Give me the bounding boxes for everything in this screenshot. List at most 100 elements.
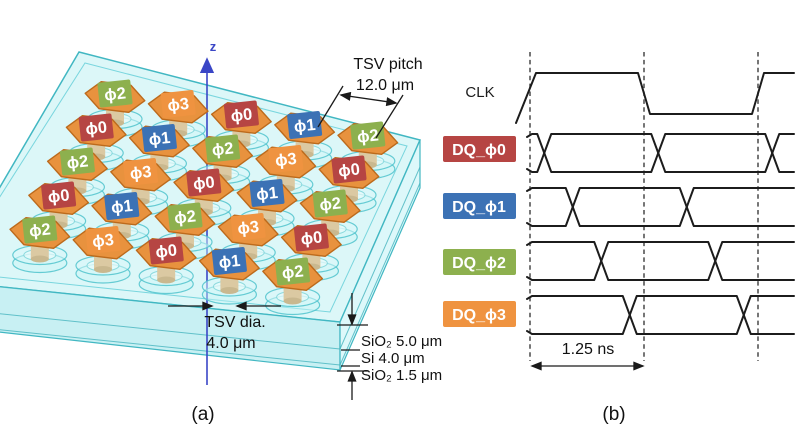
phase-label-badge (22, 215, 58, 244)
phase-label-badge (123, 158, 159, 186)
panel-b-timing-diagram: CLK DQ_ϕ0 DQ_ϕ1 DQ_ϕ2 DQ_ϕ3 1.25 ns (443, 52, 795, 425)
phase-label-text: ϕ0 (47, 186, 70, 206)
tsv-cell: ϕ0 (135, 236, 197, 295)
dq-waveform-2-rail-b (526, 241, 795, 281)
dq-phi3-badge: DQ_ϕ3 (443, 301, 516, 327)
slab-front-right-face (339, 139, 421, 371)
phase-label-text: ϕ2 (103, 84, 126, 104)
dq-waveform-0-rail-a (526, 133, 795, 173)
layer-label-sio2-top: SiO₂ 5.0 μm (361, 333, 442, 350)
tsv-cell: ϕ1 (198, 247, 260, 305)
phase-label-text: ϕ3 (274, 150, 297, 170)
dq-waveform-1-rail-a (526, 187, 795, 227)
dq-phi0-badge-label: DQ_ϕ0 (452, 142, 506, 159)
tsv-diameter-annotation: TSV dia. 4.0 μm (168, 301, 281, 352)
phase-label-text: ϕ0 (300, 228, 323, 248)
tsv-cell: ϕ2 (9, 215, 71, 274)
tsv-pitch-ext-line-left (317, 85, 344, 128)
phase-label-badge (312, 189, 348, 218)
phase-label-badge (78, 113, 114, 142)
phase-label-text: ϕ3 (91, 231, 114, 251)
phase-label-badge (350, 121, 386, 150)
tsv-cell: ϕ2 (337, 121, 399, 180)
phase-label-text: ϕ3 (129, 163, 152, 183)
dq-waveform-3-rail-a (526, 295, 795, 335)
dq-phi2-badge: DQ_ϕ2 (443, 249, 516, 275)
phase-label-badge (41, 181, 77, 210)
phase-label-text: ϕ2 (356, 126, 379, 146)
waveforms (515, 72, 795, 335)
dq-phi3-badge-label: DQ_ϕ3 (452, 307, 506, 324)
clk-waveform (515, 72, 795, 124)
phase-label-badge (167, 202, 203, 231)
phase-label-text: ϕ0 (85, 118, 108, 138)
phase-label-text: ϕ2 (211, 139, 234, 159)
tsv-pitch-label-line2: 12.0 μm (356, 77, 414, 94)
dq-phi3-badge-rect (443, 301, 516, 327)
phase-label-badge (104, 192, 140, 220)
phase-label-badge (293, 223, 329, 252)
phase-label-text: ϕ1 (148, 129, 171, 149)
phase-label-text: ϕ2 (66, 152, 89, 172)
phase-label-text: ϕ1 (110, 197, 133, 217)
phase-label-text: ϕ1 (218, 252, 241, 272)
layer-label-si: Si 4.0 μm (361, 350, 425, 367)
z-axis-label: z (210, 39, 217, 54)
phase-label-badge (249, 179, 285, 207)
tsv-pitch-dim-arrow (339, 91, 398, 107)
dq-waveform-0-rail-b (526, 133, 795, 173)
phase-label-text: ϕ1 (293, 116, 316, 136)
phase-label-text: ϕ0 (230, 105, 253, 125)
tsv-via-cylinder-base (94, 266, 112, 273)
slab-layer-lines-left (0, 313, 341, 366)
phase-label-badge (97, 79, 133, 108)
layer-stack-annotation: SiO₂ 5.0 μm Si 4.0 μm SiO₂ 1.5 μm (337, 293, 442, 400)
phase-label-badge (59, 147, 95, 176)
dq-phi0-badge-rect (443, 136, 516, 162)
tsv-dia-label-line2: 4.0 μm (206, 335, 255, 352)
phase-label-text: ϕ0 (155, 241, 178, 261)
layer-label-sio2-bottom: SiO₂ 1.5 μm (361, 367, 442, 384)
phase-label-badge (211, 247, 247, 275)
signal-label-badges: DQ_ϕ0 DQ_ϕ1 DQ_ϕ2 DQ_ϕ3 (443, 136, 516, 327)
phase-label-text: ϕ2 (173, 207, 196, 227)
phase-label-badge (148, 236, 184, 265)
phase-label-text: ϕ0 (192, 173, 215, 193)
panel-b-label: (b) (602, 404, 625, 425)
dq-waveform-3-rail-b (526, 295, 795, 335)
tsv-via-cylinder-base (30, 255, 49, 263)
panel-a-label: (a) (191, 404, 214, 425)
phase-label-badge (230, 213, 266, 241)
tsv-pitch-label-line1: TSV pitch (353, 56, 422, 73)
phase-label-badge (331, 155, 367, 184)
phase-label-badge (275, 257, 311, 286)
tsv-cell: ϕ3 (72, 226, 134, 284)
tsv-via-cylinder-base (283, 297, 302, 305)
layer-boundary-ticks (337, 324, 368, 372)
phase-label-badge (186, 168, 222, 197)
dq-phi2-badge-label: DQ_ϕ2 (452, 255, 506, 272)
phase-label-text: ϕ3 (237, 218, 260, 238)
phase-label-badge (141, 124, 177, 152)
phase-label-text: ϕ2 (28, 220, 51, 240)
phase-label-badge (85, 226, 121, 254)
phase-label-text: ϕ2 (319, 194, 342, 214)
phase-label-badge (268, 145, 304, 173)
phase-label-badge (160, 90, 196, 118)
dq-phi1-badge: DQ_ϕ1 (443, 193, 516, 219)
dq-waveform-1-rail-b (526, 187, 795, 227)
phase-label-text: ϕ0 (337, 160, 360, 180)
panel-a-3d-tsv-diagram: z ϕ2 ϕ3 ϕ0 ϕ1 ϕ2 ϕ0 ϕ1 ϕ2 ϕ3 ϕ0 ϕ2 ϕ3 ϕ0 ϕ1 ϕ2 ϕ0 ϕ1 ϕ2 ϕ3… (0, 39, 442, 425)
phase-label-text: ϕ3 (167, 95, 190, 115)
time-interval-label: 1.25 ns (562, 341, 614, 358)
clock-edge-gridlines (529, 52, 759, 361)
dq-waveform-2-rail-a (526, 241, 795, 281)
phase-label-text: ϕ2 (281, 262, 304, 282)
tsv-via-cylinder-base (220, 287, 239, 294)
tsv-via-cylinder-base (157, 276, 176, 284)
tsv-cell: ϕ2 (262, 257, 324, 316)
phase-label-badge (205, 134, 241, 163)
phase-label-text: ϕ1 (255, 184, 278, 204)
